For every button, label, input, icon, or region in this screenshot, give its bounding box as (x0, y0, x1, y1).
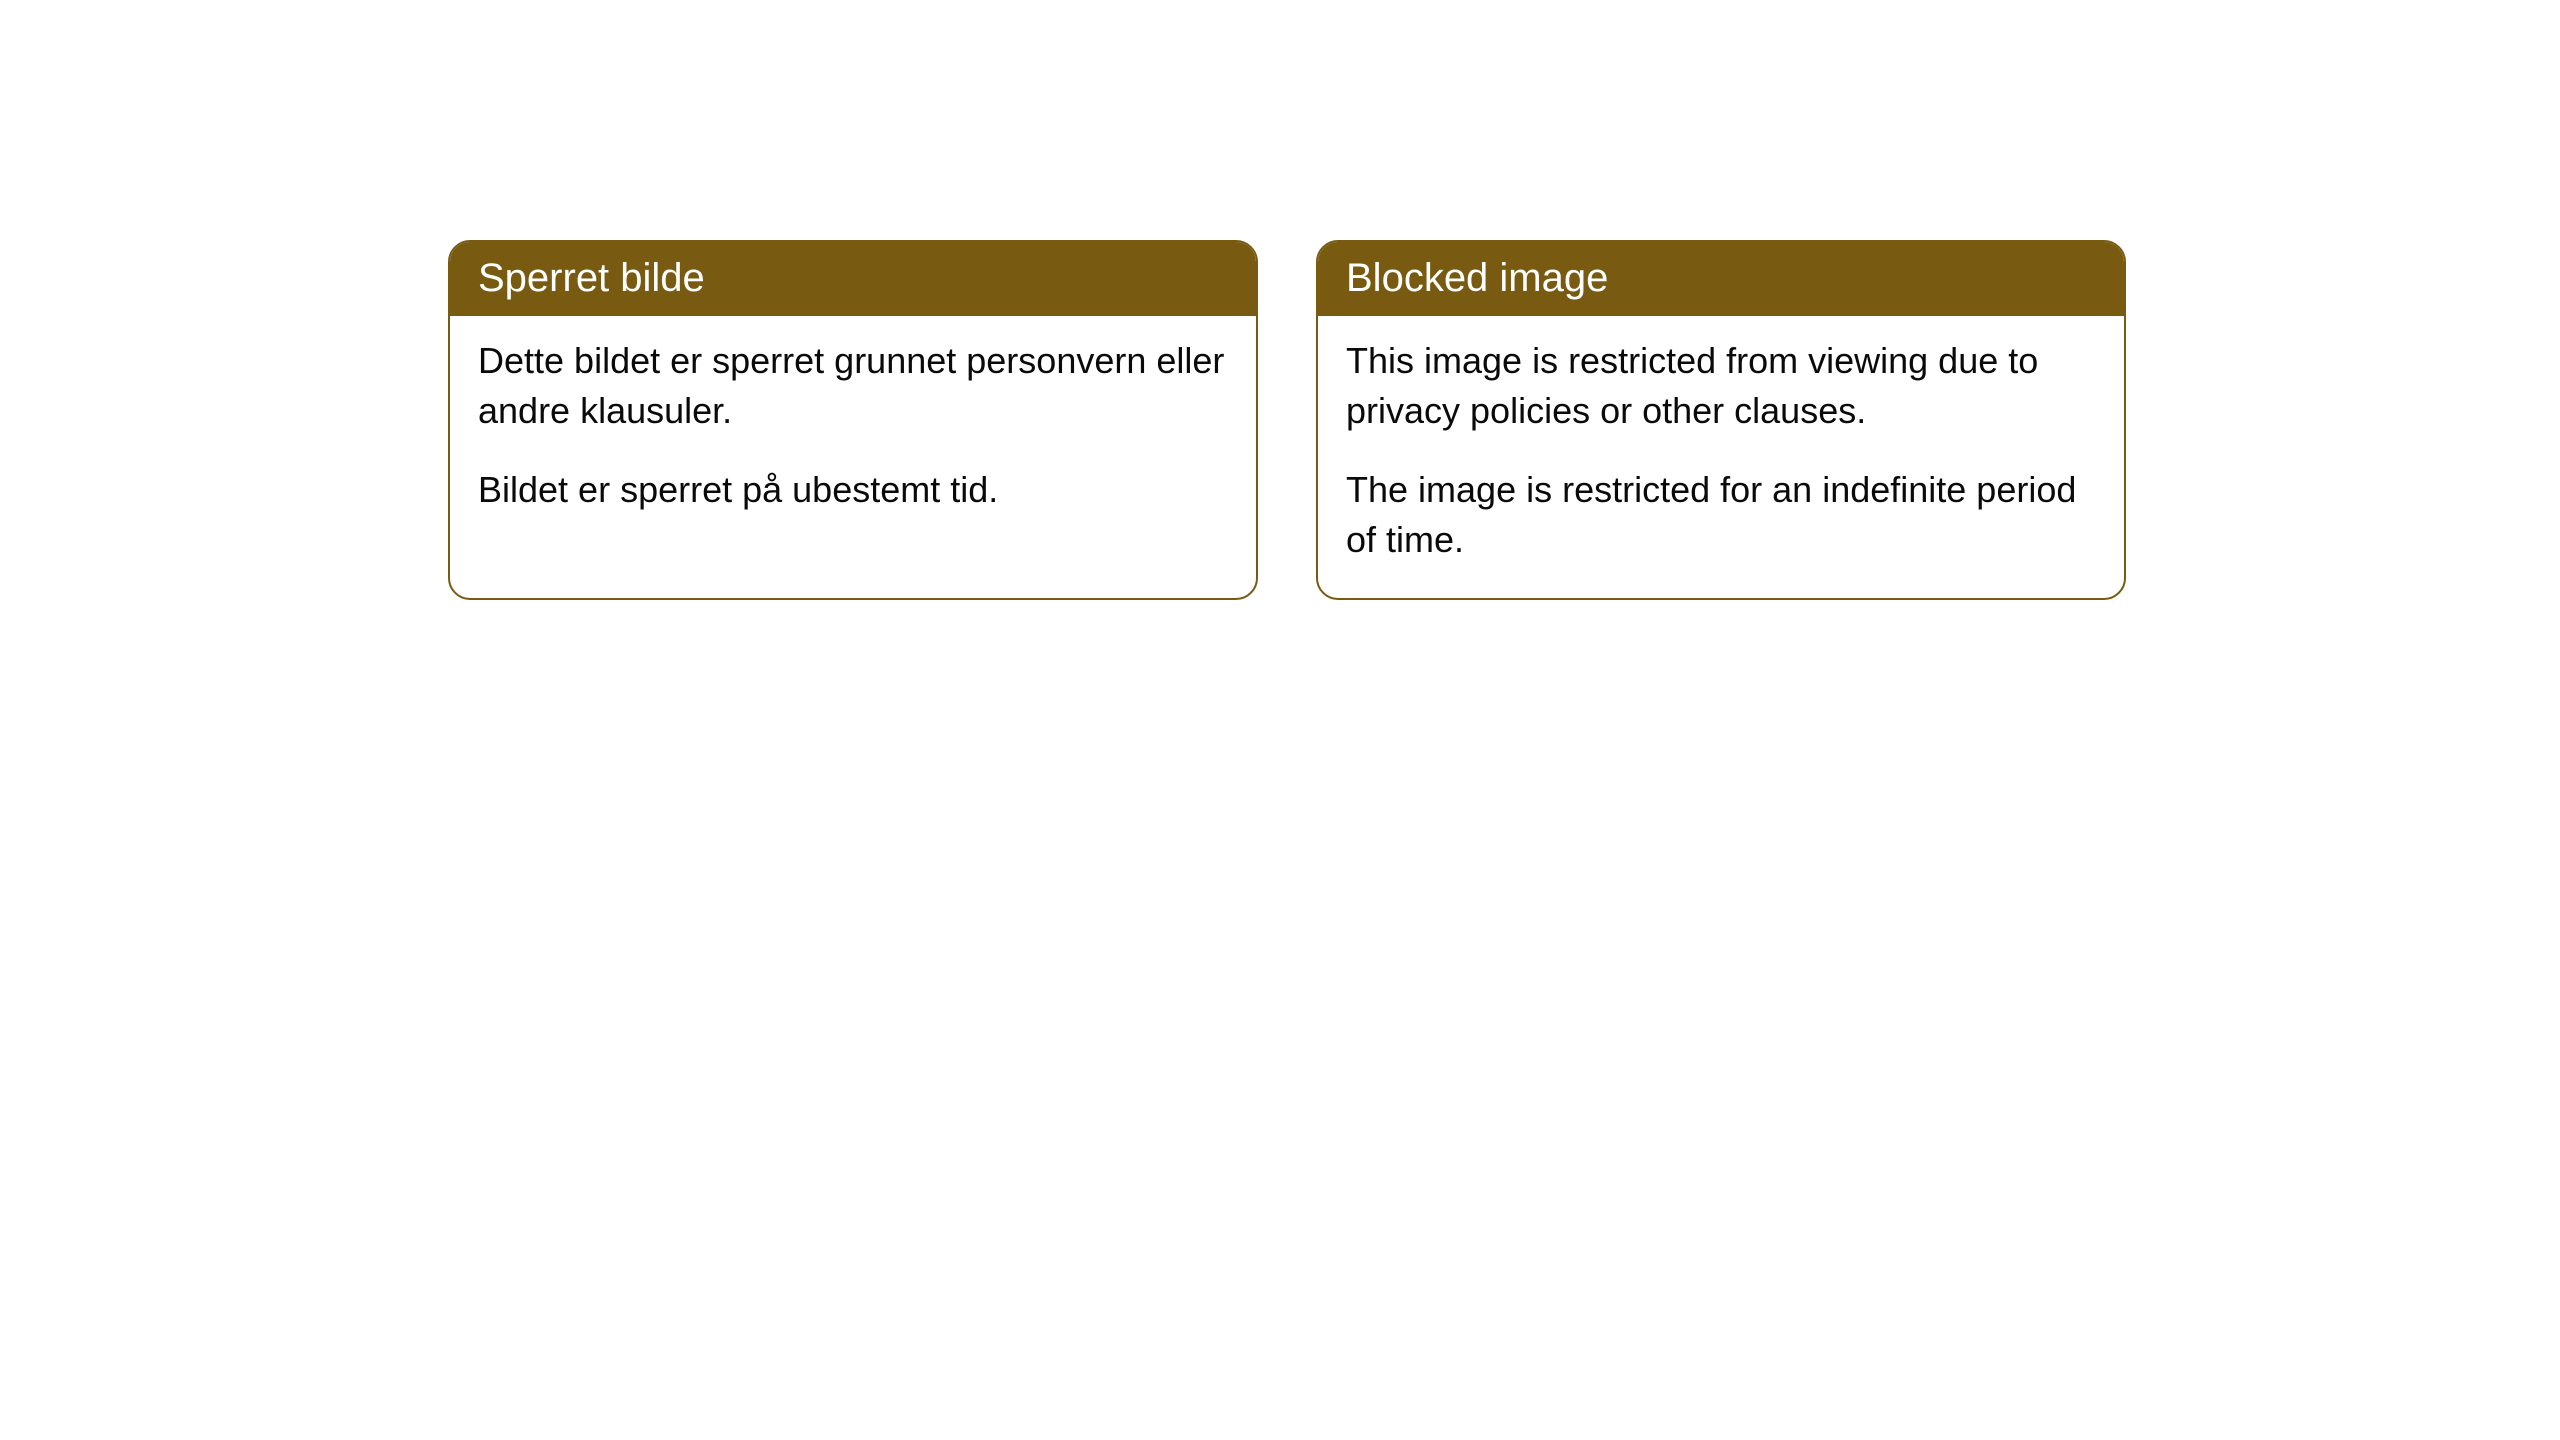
notice-cards-container: Sperret bilde Dette bildet er sperret gr… (448, 240, 2126, 600)
card-header-no: Sperret bilde (450, 242, 1256, 316)
card-body-en: This image is restricted from viewing du… (1318, 316, 2124, 598)
card-paragraph-1-no: Dette bildet er sperret grunnet personve… (478, 336, 1228, 437)
blocked-image-card-no: Sperret bilde Dette bildet er sperret gr… (448, 240, 1258, 600)
card-paragraph-1-en: This image is restricted from viewing du… (1346, 336, 2096, 437)
card-paragraph-2-en: The image is restricted for an indefinit… (1346, 465, 2096, 566)
card-body-no: Dette bildet er sperret grunnet personve… (450, 316, 1256, 547)
card-paragraph-2-no: Bildet er sperret på ubestemt tid. (478, 465, 1228, 515)
blocked-image-card-en: Blocked image This image is restricted f… (1316, 240, 2126, 600)
card-header-en: Blocked image (1318, 242, 2124, 316)
